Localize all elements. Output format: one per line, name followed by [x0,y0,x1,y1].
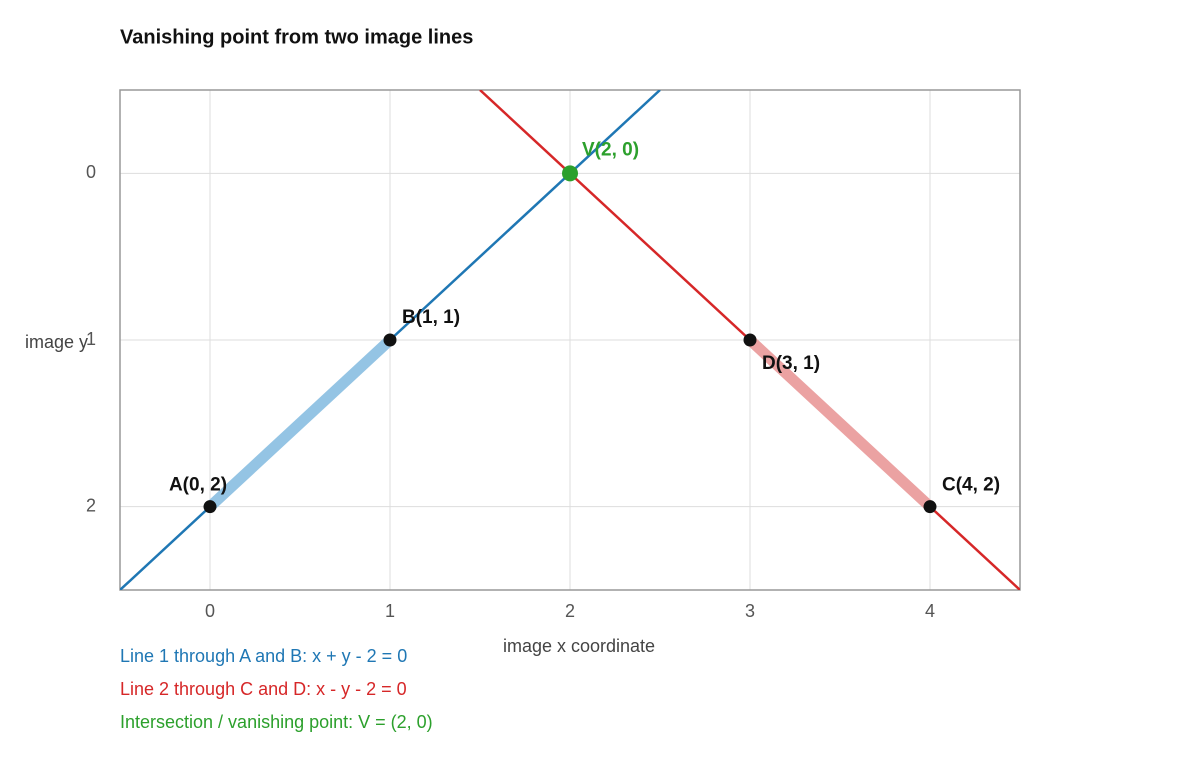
x-tick-label: 4 [925,601,935,621]
x-tick-label: 3 [745,601,755,621]
x-tick-label: 2 [565,601,575,621]
point [203,500,217,514]
chart-title: Vanishing point from two image lines [120,26,473,48]
series-line [746,335,934,511]
plot-frame [119,89,1021,591]
x-axis-label: image x coordinate [503,636,655,656]
y-tick-label: 1 [86,329,96,349]
annotation: Intersection / vanishing point: V = (2, … [120,712,433,732]
point [923,500,937,514]
x-tick-label: 1 [385,601,395,621]
point-label: D(3, 1) [762,353,820,374]
point [562,165,578,182]
point-label: C(4, 2) [942,475,1000,496]
point-label: A(0, 2) [169,475,227,496]
annotation: Line 2 through C and D: x - y - 2 = 0 [120,679,407,699]
y-tick-label: 0 [86,162,96,182]
y-axis-label: image y [25,332,88,352]
series-line [206,335,394,511]
annotation: Line 1 through A and B: x + y - 2 = 0 [120,646,407,666]
point [743,333,757,347]
point [383,333,397,347]
point-label: V(2, 0) [582,139,639,160]
y-tick-label: 2 [86,495,96,515]
point-label: B(1, 1) [402,307,460,328]
x-tick-label: 0 [205,601,215,621]
